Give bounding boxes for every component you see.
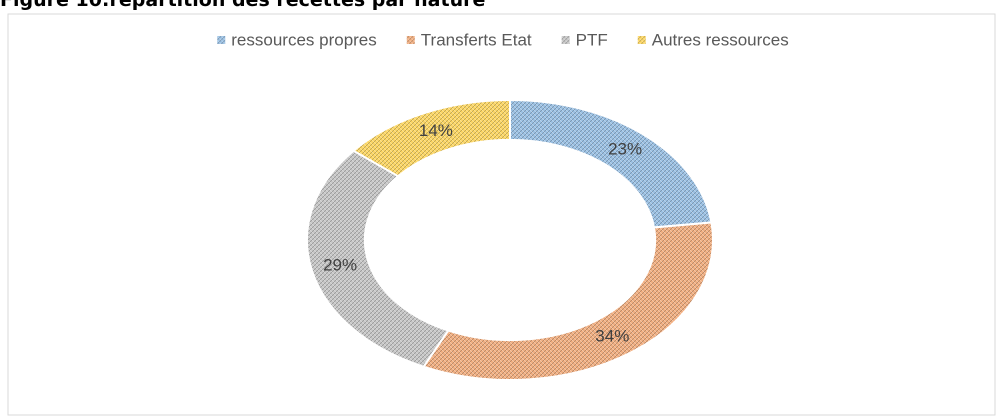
data-label: 34% [595,327,629,346]
legend: ressources propres Transferts Etat PTF Autr… [217,30,789,49]
legend-label: Transferts Etat [421,30,532,49]
legend-swatch [406,36,415,44]
legend-swatch [217,36,226,44]
chart-title: Figure 10:répartition des recettes par n… [0,0,485,11]
data-label: 14% [419,121,453,140]
donut-segment [421,221,714,381]
data-label: 23% [608,139,642,158]
legend-label: ressources propres [231,30,377,49]
legend-swatch [637,36,646,44]
legend-swatch [561,36,570,44]
data-label: 29% [323,256,357,275]
legend-label: Autres ressources [652,30,789,49]
donut-segment [351,98,511,178]
donut-segment [306,149,450,368]
legend-label: PTF [576,30,608,49]
